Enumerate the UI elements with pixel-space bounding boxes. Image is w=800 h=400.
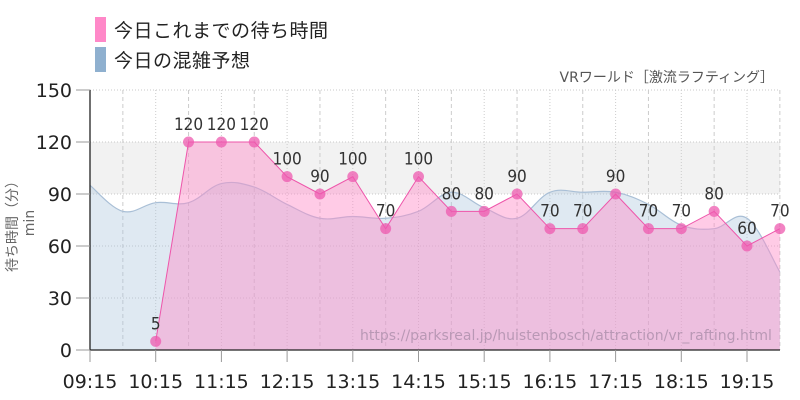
data-label: 120 [207,115,236,135]
data-point[interactable] [215,136,227,148]
data-point[interactable] [478,205,490,217]
y-tick-label: 150 [36,80,72,102]
data-label: 5 [151,314,161,334]
x-tick-label: 17:15 [588,371,643,393]
data-label: 100 [338,150,367,170]
x-tick-label: 14:15 [391,371,446,393]
data-label: 70 [672,202,691,222]
x-tick-label: 11:15 [194,371,249,393]
x-tick-label: 10:15 [128,371,183,393]
y-tick-label: 60 [48,236,72,258]
x-tick-label: 16:15 [523,371,578,393]
y-tick-label: 0 [60,340,72,362]
data-point[interactable] [183,136,195,148]
data-label: 90 [507,167,526,187]
data-label: 100 [404,150,433,170]
data-point[interactable] [741,240,753,252]
source-url-watermark: https://parksreal.jp/huistenbosch/attrac… [360,328,772,344]
y-tick-label: 120 [36,132,72,154]
data-point[interactable] [248,136,260,148]
data-point[interactable] [511,188,523,200]
data-point[interactable] [347,171,359,183]
forecast-area [90,182,780,350]
data-label: 70 [770,202,789,222]
legend-item-forecast[interactable]: 今日の混雑予想 [95,44,329,74]
data-point[interactable] [774,223,786,235]
x-tick-label: 13:15 [325,371,380,393]
data-point[interactable] [380,223,392,235]
data-point[interactable] [577,223,589,235]
data-point[interactable] [281,171,293,183]
data-point[interactable] [150,335,162,347]
y-axis-label: 待ち時間（分）min [5,174,38,272]
data-label: 60 [737,219,756,239]
data-point[interactable] [610,188,622,200]
x-tick-label: 12:15 [260,371,315,393]
data-point[interactable] [314,188,326,200]
data-point[interactable] [642,223,654,235]
legend: 今日これまでの待ち時間 今日の混雑予想 [95,14,329,74]
chart-subtitle: VRワールド［激流ラフティング］ [559,70,774,86]
data-label: 90 [606,167,625,187]
legend-swatch-forecast [95,46,106,72]
data-label: 80 [704,184,723,204]
data-label: 80 [474,184,493,204]
x-tick-label: 18:15 [654,371,709,393]
data-label: 120 [240,115,269,135]
data-point[interactable] [544,223,556,235]
x-tick-label: 09:15 [63,371,118,393]
data-label: 70 [540,202,559,222]
data-label: 80 [442,184,461,204]
data-point[interactable] [675,223,687,235]
y-tick-label: 90 [48,184,72,206]
x-tick-label: 19:15 [720,371,775,393]
actual-area [155,142,780,350]
highlight-band [90,142,780,194]
data-point[interactable] [445,205,457,217]
data-label: 90 [310,167,329,187]
data-point[interactable] [413,171,424,183]
x-tick-label: 15:15 [457,371,512,393]
legend-swatch-actual [95,16,106,42]
legend-label-forecast: 今日の混雑予想 [114,49,251,72]
data-label: 70 [376,202,395,222]
data-label: 120 [174,115,203,135]
data-label: 100 [273,150,302,170]
y-tick-label: 30 [48,288,72,310]
forecast-line [89,181,781,273]
data-label: 70 [573,202,592,222]
data-point[interactable] [708,205,720,217]
legend-label-actual: 今日これまでの待ち時間 [114,19,329,42]
data-label: 70 [639,202,658,222]
legend-item-actual[interactable]: 今日これまでの待ち時間 [95,14,329,44]
